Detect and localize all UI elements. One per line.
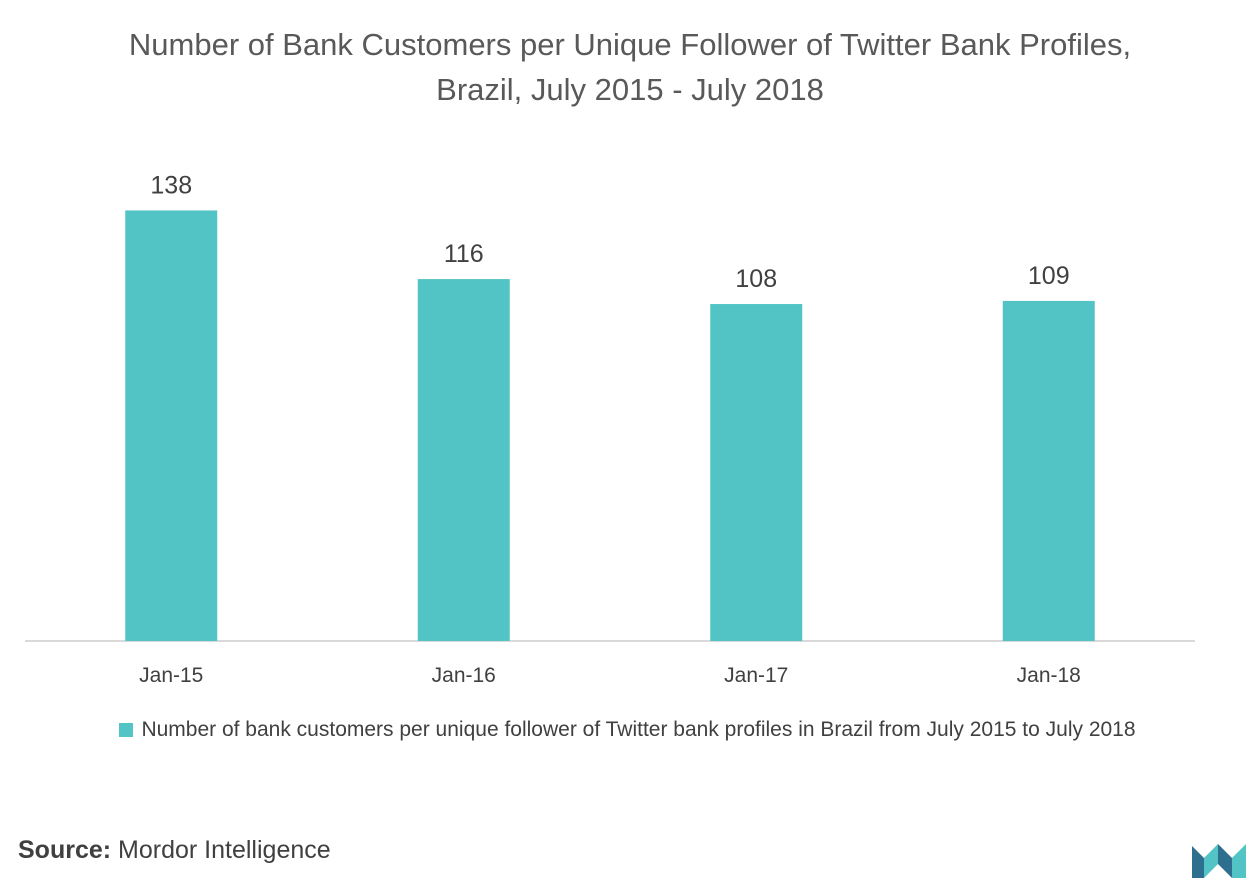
legend-label: Number of bank customers per unique foll… [141,718,1136,741]
legend: Number of bank customers per unique foll… [0,718,1255,742]
source-note: Source: Mordor Intelligence [18,836,331,865]
source-label: Source: [18,836,112,864]
data-label-jan-17: 108 [735,265,777,293]
x-tick-label-jan-15: Jan-15 [139,664,203,687]
x-tick-label-jan-16: Jan-16 [432,664,496,687]
bar-jan-17 [710,304,803,641]
legend-swatch [119,723,134,737]
mordor-logo-icon [1192,844,1246,878]
bar-jan-15 [125,210,218,641]
bar-chart: 138 Jan-15 116 Jan-16 108 Jan-17 109 Jan-18 [25,171,1195,687]
data-label-jan-15: 138 [150,171,192,199]
data-label-jan-16: 116 [444,240,484,268]
source-text: Mordor Intelligence [118,836,331,864]
x-tick-label-jan-18: Jan-18 [1017,664,1081,687]
chart-title: Number of Bank Customers per Unique Foll… [128,27,1132,107]
bar-jan-16 [417,279,510,641]
bar-jan-18 [1002,300,1095,641]
data-label-jan-18: 109 [1028,262,1070,290]
x-tick-label-jan-17: Jan-17 [724,664,788,687]
